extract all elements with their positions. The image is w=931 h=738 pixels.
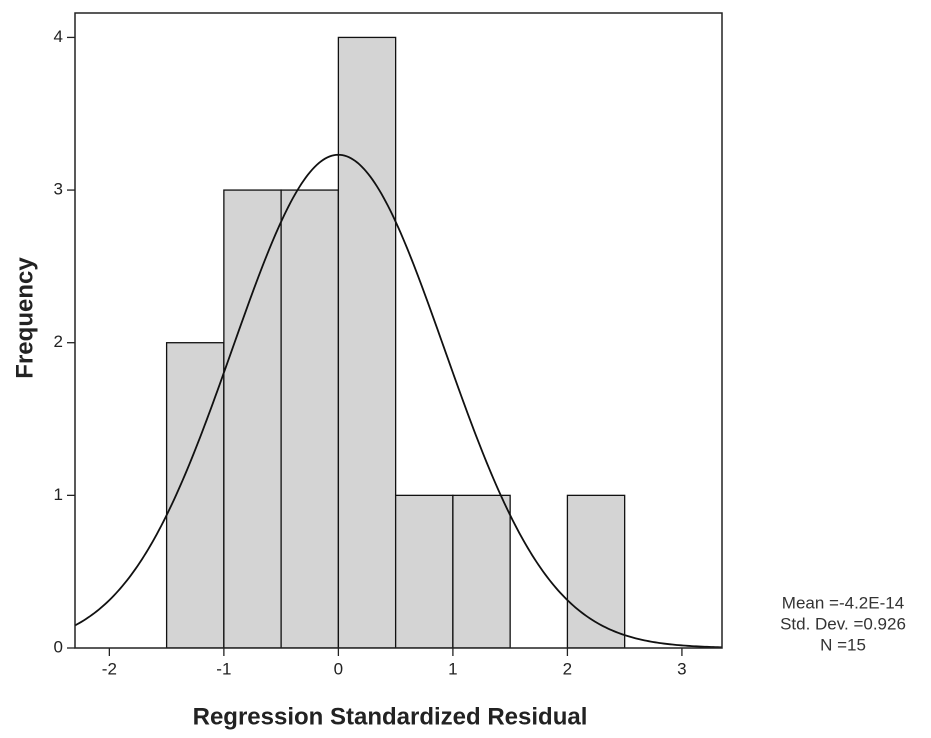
bar [452, 494, 511, 648]
bar [223, 189, 282, 648]
y-tick-label: 4 [54, 27, 63, 46]
stat-label: N =15 [820, 635, 866, 654]
x-tick-label: -2 [102, 659, 117, 678]
bar [280, 189, 340, 648]
bar [337, 36, 397, 648]
plot-frame [74, 12, 723, 649]
y-tick-label: 3 [54, 180, 63, 199]
x-axis-title: Regression Standardized Residual [193, 703, 588, 730]
y-axis-title: Frequency [11, 257, 38, 379]
x-tick-label: -1 [216, 659, 231, 678]
x-tick-label: 0 [334, 659, 343, 678]
stat-label: Std. Dev. =0.926 [780, 614, 906, 633]
y-tick-label: 1 [54, 485, 63, 504]
y-tick-label: 0 [54, 637, 63, 656]
x-tick-label: 2 [563, 659, 572, 678]
normal-curve [75, 153, 722, 648]
y-tick-label: 2 [54, 332, 63, 351]
bar [566, 494, 626, 648]
bar [394, 494, 454, 648]
plot-area [75, 36, 722, 648]
x-tick-label: 1 [448, 659, 457, 678]
stat-label: Mean =-4.2E-14 [782, 593, 904, 612]
x-tick-label: 3 [677, 659, 686, 678]
